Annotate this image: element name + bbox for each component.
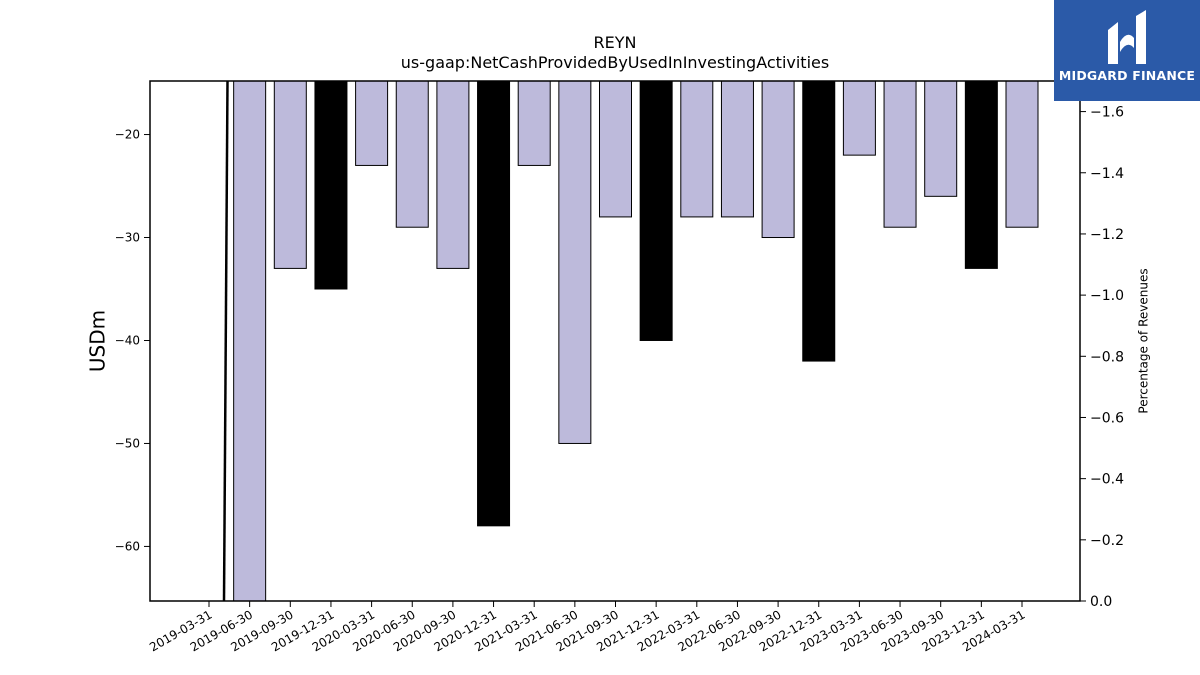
y2-tick-label: 0.0 — [1090, 594, 1112, 610]
y-axis-label: USDm — [86, 310, 110, 372]
bar-2023-03-31 — [842, 80, 876, 156]
y2-tick-label: −1.4 — [1090, 166, 1124, 182]
line-group — [222, 80, 229, 602]
bar-2022-12-31 — [802, 80, 836, 362]
y2-tick-label: −1.2 — [1090, 227, 1124, 243]
bar-2023-06-30 — [883, 80, 917, 228]
bar-2022-09-30 — [761, 80, 795, 239]
y2-axis: 0.0 −0.2 −0.4 −0.6 −0.8 −1.0 −1.2 −1.4 −1.6 — [1080, 105, 1124, 610]
bar-2019-09-30 — [273, 80, 307, 269]
bar-2021-06-30 — [558, 80, 592, 444]
y2-tick-label: −0.6 — [1090, 410, 1124, 426]
bar-2019-06-30 — [233, 80, 267, 602]
y2-tick-label: −0.4 — [1090, 472, 1124, 488]
logo-mark-icon — [1108, 10, 1146, 64]
bar-2020-06-30 — [395, 80, 429, 228]
chart-subtitle: us-gaap:NetCashProvidedByUsedInInvesting… — [401, 53, 829, 72]
bar-2023-09-30 — [924, 80, 958, 197]
bar-2021-09-30 — [599, 80, 632, 218]
percentage-line — [222, 80, 229, 602]
bar-2021-12-31 — [639, 80, 673, 341]
y2-tick-label: −1.0 — [1090, 288, 1124, 304]
bar-2022-06-30 — [720, 80, 754, 218]
midgard-finance-logo: MIDGARD FINANCE — [1054, 0, 1200, 101]
y-tick-label: −60 — [115, 539, 140, 553]
bar-2019-12-31 — [314, 80, 348, 290]
x-axis: 2019-03-312019-06-302019-09-302019-12-31… — [147, 601, 1028, 654]
bar-2024-03-31 — [1005, 80, 1039, 228]
bars-group — [233, 80, 1039, 602]
y-axis: −20 −30 −40 −50 −60 — [115, 128, 150, 553]
bar-2022-03-31 — [680, 80, 714, 218]
chart-title: REYN — [594, 33, 637, 52]
y-tick-label: −20 — [115, 128, 140, 142]
y2-tick-label: −0.8 — [1090, 349, 1124, 365]
bar-2021-03-31 — [517, 80, 551, 166]
y2-axis-label: Percentage of Revenues — [1137, 268, 1151, 413]
bar-2020-03-31 — [355, 80, 389, 166]
y2-tick-label: −0.2 — [1090, 533, 1124, 549]
y-tick-label: −50 — [115, 436, 140, 450]
bar-2023-12-31 — [964, 80, 998, 269]
bar-2020-12-31 — [477, 80, 511, 527]
y-tick-label: −30 — [115, 231, 140, 245]
logo-text: MIDGARD FINANCE — [1058, 68, 1196, 83]
bar-2020-09-30 — [436, 80, 470, 269]
y-tick-label: −40 — [115, 333, 140, 347]
y2-tick-label: −1.6 — [1090, 105, 1124, 121]
